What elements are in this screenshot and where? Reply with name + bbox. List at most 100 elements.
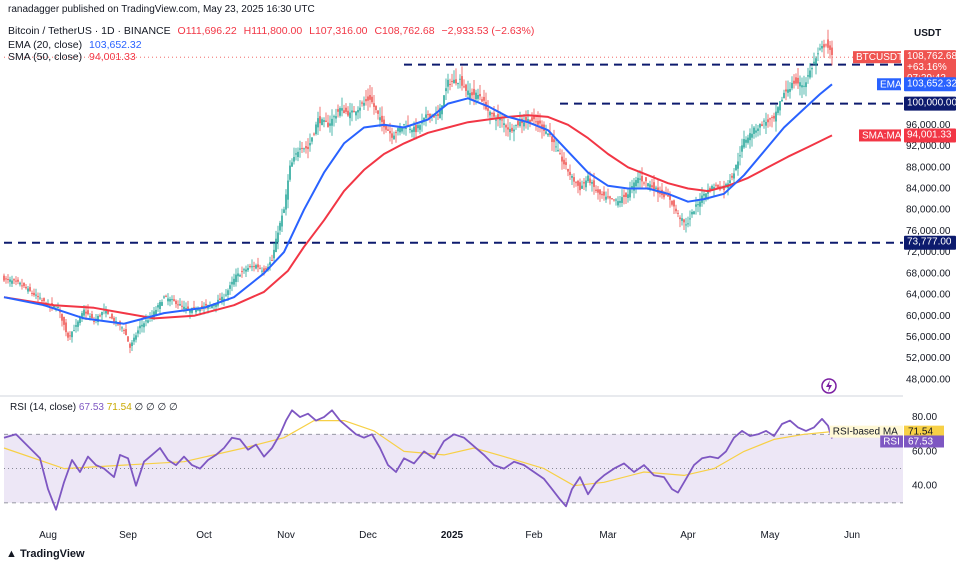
candle-up xyxy=(747,137,749,143)
candle-up xyxy=(237,273,239,277)
candle-down xyxy=(449,83,451,85)
candle-down xyxy=(675,208,677,212)
candle-down xyxy=(257,264,259,268)
candle-down xyxy=(177,304,179,306)
candle-up xyxy=(333,116,335,118)
candle-up xyxy=(131,342,133,347)
candle-down xyxy=(29,287,31,291)
candle-down xyxy=(187,306,189,310)
last-price-tag-side-text: BTCUSDT xyxy=(856,52,903,63)
last-price-tag-side-bg xyxy=(853,51,901,64)
candle-up xyxy=(97,315,99,322)
candle-down xyxy=(265,268,267,270)
candle-up xyxy=(81,313,83,319)
candle-down xyxy=(205,303,207,306)
rsi-pane xyxy=(3,409,903,511)
publisher-line: ranadagger published on TradingView.com,… xyxy=(8,4,319,15)
rsi-axis: 80.00 60.00 40.00 xyxy=(912,412,937,492)
candle-down xyxy=(785,89,787,92)
candle-up xyxy=(335,116,337,119)
candle-down xyxy=(589,178,591,183)
candle-up xyxy=(733,173,735,179)
tradingview-logo[interactable]: ▲ TradingView xyxy=(6,548,85,560)
candle-up xyxy=(629,189,631,198)
candle-down xyxy=(381,115,383,122)
rsi-tag-side-text: RSI xyxy=(883,436,900,447)
ema-legend[interactable]: EMA (20, close) 103,652.32 xyxy=(8,39,146,51)
candle-down xyxy=(13,279,15,281)
candle-up xyxy=(587,175,589,182)
candle-up xyxy=(311,137,313,142)
candle-down xyxy=(529,119,531,123)
candle-down xyxy=(553,139,555,143)
candle-down xyxy=(645,177,647,182)
candle-down xyxy=(659,191,661,194)
candle-up xyxy=(227,290,229,296)
rsi-band xyxy=(4,434,903,503)
candle-down xyxy=(427,114,429,116)
price-tick-label: 68,000.00 xyxy=(906,268,951,279)
candle-up xyxy=(745,139,747,143)
candle-down xyxy=(451,80,453,82)
candle-up xyxy=(441,105,443,115)
candle-up xyxy=(631,186,633,188)
candle-down xyxy=(797,77,799,84)
price-tick-label: 56,000.00 xyxy=(906,332,951,343)
candle-up xyxy=(199,309,201,312)
candle-up xyxy=(363,102,365,106)
candle-up xyxy=(635,180,637,187)
candle-down xyxy=(625,192,627,198)
rsi-legend[interactable]: RSI (14, close) 67.53 71.54 ∅ ∅ ∅ ∅ xyxy=(10,402,178,413)
candle-down xyxy=(731,175,733,178)
candle-up xyxy=(135,335,137,340)
candle-up xyxy=(141,324,143,327)
candle-down xyxy=(91,314,93,319)
sma-legend[interactable]: SMA (50, close) 94,001.33 xyxy=(8,51,140,63)
candle-up xyxy=(495,119,497,121)
candle-up xyxy=(639,178,641,180)
candle-down xyxy=(249,266,251,268)
candle-up xyxy=(273,249,275,259)
candle-up xyxy=(439,107,441,119)
candle-down xyxy=(391,133,393,138)
sma-tag-text: 94,001.33 xyxy=(907,129,952,140)
candle-up xyxy=(393,135,395,140)
candle-up xyxy=(105,311,107,314)
price-tick-label: 76,000.00 xyxy=(906,226,951,237)
candle-down xyxy=(365,99,367,102)
candle-up xyxy=(615,199,617,201)
candle-up xyxy=(695,204,697,207)
candle-down xyxy=(511,127,513,132)
alert-lightning-icon[interactable] xyxy=(821,378,837,394)
candle-down xyxy=(537,120,539,125)
candle-down xyxy=(533,116,535,120)
close-value: C108,762.68 xyxy=(374,25,435,37)
candle-down xyxy=(395,132,397,134)
candle-up xyxy=(591,181,593,184)
candle-up xyxy=(789,89,791,92)
candle-down xyxy=(597,189,599,193)
last-price-tag-text: 108,762.68 xyxy=(907,51,957,62)
candle-up xyxy=(295,153,297,155)
candle-down xyxy=(561,156,563,162)
candle-up xyxy=(179,304,181,306)
candle-up xyxy=(195,309,197,313)
candle-up xyxy=(423,117,425,122)
candle-down xyxy=(517,120,519,126)
candle-up xyxy=(57,306,59,308)
symbol-title[interactable]: Bitcoin / TetherUS · 1D · BINANCE xyxy=(8,25,171,37)
candle-up xyxy=(235,274,237,282)
candle-down xyxy=(383,119,385,128)
ema-tag-side-bg xyxy=(877,78,901,91)
candle-down xyxy=(539,120,541,124)
candle-down xyxy=(493,112,495,117)
rsi-tag-bg xyxy=(904,435,944,448)
month-label: Nov xyxy=(277,530,295,541)
candle-down xyxy=(85,311,87,314)
candle-down xyxy=(761,124,763,127)
candle-down xyxy=(17,279,19,282)
candle-down xyxy=(369,94,371,100)
price-tick-label: 64,000.00 xyxy=(906,290,951,301)
candle-up xyxy=(809,70,811,78)
